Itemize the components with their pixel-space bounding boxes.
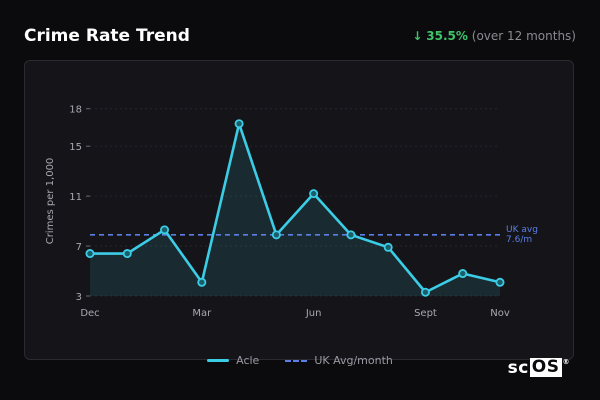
legend-item-acle[interactable]: Acle <box>207 354 259 367</box>
x-tick-label-4: Nov <box>490 308 510 319</box>
x-tick-label-2: Jun <box>305 308 322 319</box>
data-point-11 <box>495 277 505 287</box>
x-tick-label-0: Dec <box>80 308 99 319</box>
brand-boxed: OS <box>529 357 562 377</box>
chart-title: Crime Rate Trend <box>24 26 190 46</box>
data-point-0 <box>85 249 95 259</box>
registered-mark: ® <box>562 358 570 366</box>
data-point-3 <box>197 277 207 287</box>
legend-swatch-acle <box>207 359 230 362</box>
data-point-9 <box>420 287 430 297</box>
legend-swatch-uk-avg <box>285 359 308 362</box>
legend-label-uk-avg: UK Avg/month <box>314 354 393 367</box>
y-tick-label-3: 15 <box>69 142 82 153</box>
x-tick-label-3: Sept <box>414 308 437 319</box>
down-arrow-icon: ↓ <box>412 29 423 43</box>
change-note: (over 12 months) <box>471 29 576 43</box>
reference-label-0: UK avg <box>506 225 538 235</box>
y-tick-label-2: 11 <box>69 192 82 203</box>
brand-logo: sc OS ® <box>507 357 570 379</box>
series-line-acle <box>90 122 501 294</box>
data-point-1 <box>122 249 132 259</box>
series-area-acle <box>90 123 500 296</box>
data-point-10 <box>458 269 468 279</box>
data-point-4 <box>234 119 244 129</box>
x-tick-label-1: Mar <box>192 308 212 319</box>
y-tick-label-0: 3 <box>76 292 82 303</box>
y-tick-label-4: 18 <box>69 105 82 116</box>
data-point-7 <box>346 230 356 240</box>
data-point-2 <box>160 225 170 235</box>
data-point-6 <box>309 189 319 199</box>
change-percent: 35.5% <box>426 29 468 43</box>
y-axis-label: Crimes per 1,000 <box>45 158 56 245</box>
data-point-5 <box>271 230 281 240</box>
chart-legend: Acle UK Avg/month <box>0 354 600 367</box>
change-indicator: ↓ 35.5% (over 12 months) <box>412 29 576 43</box>
brand-prefix: sc <box>507 358 529 378</box>
legend-item-uk-avg[interactable]: UK Avg/month <box>285 354 393 367</box>
data-point-8 <box>383 242 393 252</box>
y-tick-label-1: 7 <box>76 242 82 253</box>
reference-label-1: 7.6/m <box>506 235 532 245</box>
legend-label-acle: Acle <box>236 354 260 367</box>
